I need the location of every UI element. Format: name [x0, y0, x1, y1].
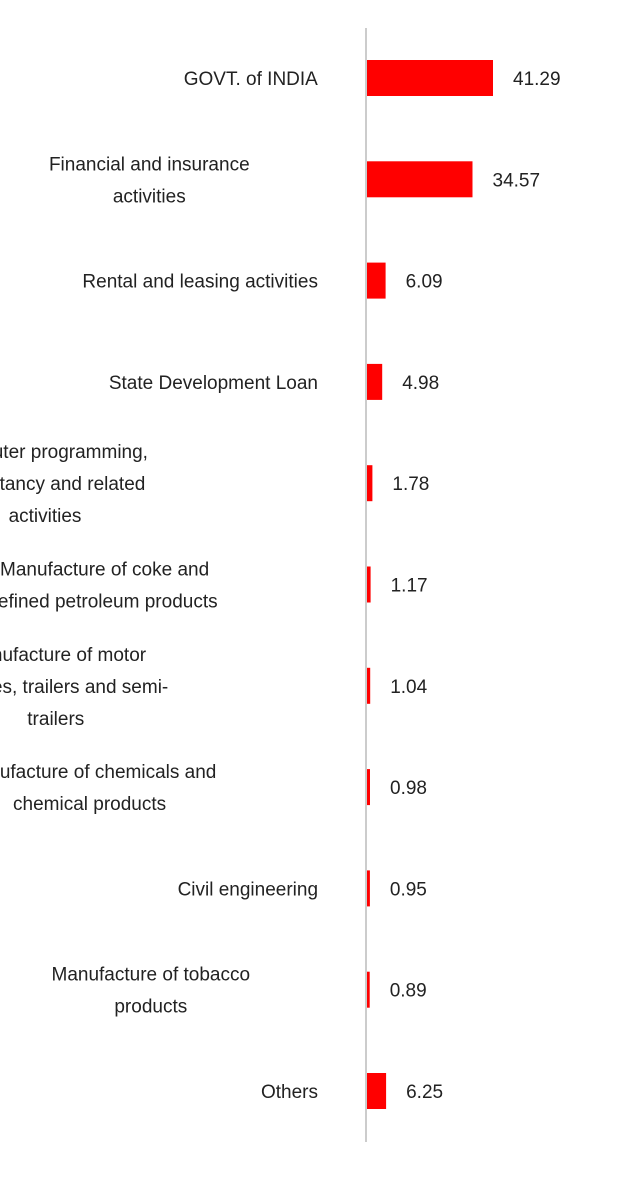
bar-2 — [367, 262, 386, 299]
bar-0 — [367, 60, 493, 96]
category-label-line: activities — [9, 506, 82, 527]
category-label-line: chemical products — [13, 794, 166, 815]
category-label-line: Manufacture of coke and — [0, 560, 209, 581]
value-labels: 41.29 34.57 6.09 4.98 1.78 1.17 1.04 0.98 0.95 0.… — [390, 69, 561, 1103]
value-label-4: 1.78 — [392, 474, 429, 495]
bar-4 — [367, 465, 373, 502]
value-label-3: 4.98 — [402, 373, 439, 394]
category-label-3: State Development Loan — [109, 373, 318, 394]
bar-7 — [367, 769, 370, 806]
bar-5 — [367, 566, 371, 603]
value-label-10: 6.25 — [406, 1082, 443, 1103]
category-label-0: GOVT. of INDIA — [184, 69, 318, 90]
bar-3 — [367, 363, 383, 400]
value-label-0: 41.29 — [513, 69, 561, 90]
category-label-10: Others — [261, 1082, 318, 1103]
value-label-7: 0.98 — [390, 778, 427, 799]
category-label-line: Civil engineering — [178, 879, 318, 900]
category-label-line: refined petroleum products — [0, 592, 218, 613]
category-label-line: GOVT. of INDIA — [184, 69, 318, 90]
category-label-line: Manufacture of tobacco — [52, 965, 251, 986]
category-label-line: consultancy and related — [0, 474, 145, 495]
category-label-line: Financial and insurance — [49, 154, 250, 175]
category-label-line: trailers — [27, 709, 84, 730]
category-label-9: Manufacture of tobacco products — [52, 965, 251, 1018]
bar-8 — [367, 870, 370, 907]
bar-10 — [367, 1073, 387, 1109]
value-label-9: 0.89 — [390, 981, 427, 1002]
value-label-2: 6.09 — [406, 272, 443, 293]
category-label-line: Manufacture of motor — [0, 645, 147, 666]
category-label-8: Civil engineering — [178, 879, 318, 900]
value-label-5: 1.17 — [391, 576, 428, 597]
category-label-line: State Development Loan — [109, 373, 318, 394]
category-label-line: products — [114, 997, 187, 1018]
category-label-line: Computer programming, — [0, 442, 148, 463]
category-label-7: Manufacture of chemicals and chemical pro… — [0, 762, 216, 815]
category-label-5: Manufacture of coke and refined petroleum… — [0, 560, 218, 613]
category-label-6: Manufacture of motor vehicles, trailers a… — [0, 645, 168, 730]
value-label-6: 1.04 — [390, 677, 427, 698]
bar-9 — [367, 971, 370, 1008]
category-label-line: vehicles, trailers and semi- — [0, 677, 168, 698]
category-label-line: activities — [113, 186, 186, 207]
category-label-2: Rental and leasing activities — [82, 272, 318, 293]
category-labels: GOVT. of INDIA Financial and insurance act… — [0, 69, 318, 1103]
category-label-1: Financial and insurance activities — [49, 154, 250, 207]
bars — [367, 60, 493, 1109]
value-label-1: 34.57 — [493, 170, 541, 191]
category-label-line: Manufacture of chemicals and — [0, 762, 216, 783]
category-label-4: Computer programming, consultancy and rel… — [0, 442, 148, 527]
value-label-8: 0.95 — [390, 879, 427, 900]
bar-6 — [367, 667, 371, 704]
category-label-line: Rental and leasing activities — [82, 272, 318, 293]
category-label-line: Others — [261, 1082, 318, 1103]
bar-1 — [367, 161, 473, 198]
